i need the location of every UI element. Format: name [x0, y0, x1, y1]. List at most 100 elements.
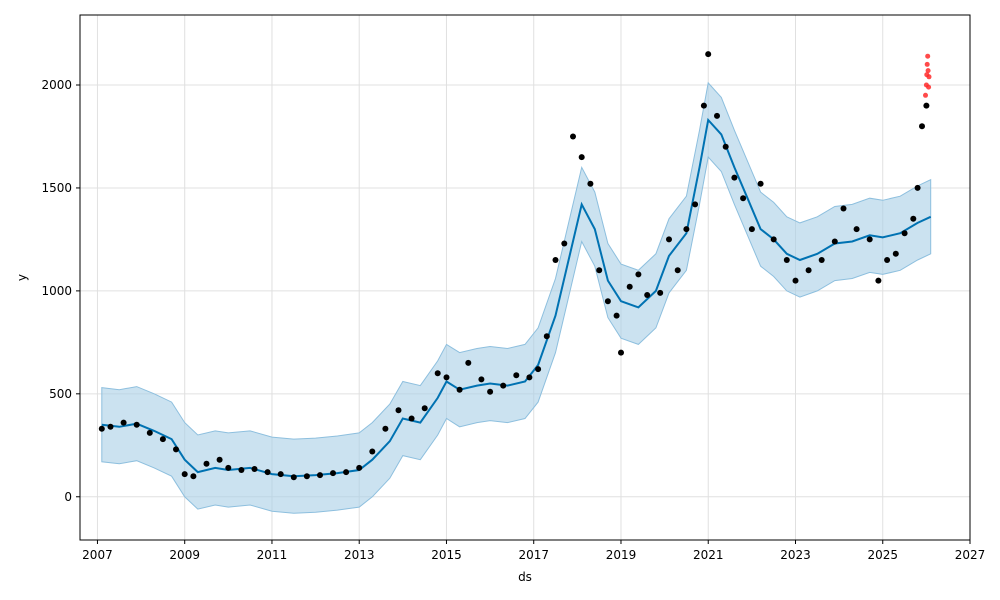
observed-point [434, 370, 441, 377]
observed-point [552, 257, 559, 263]
x-tick-label: 2017 [518, 548, 549, 562]
recent-point [923, 92, 928, 98]
plot-frame [79, 14, 971, 541]
observed-point [395, 407, 402, 414]
observed-point [635, 271, 642, 278]
observed-point [901, 230, 908, 237]
observed-point [173, 446, 179, 453]
observed-point [133, 421, 140, 428]
observed-point [303, 473, 310, 480]
observed-point [465, 359, 472, 366]
x-axis-title: ds [518, 570, 532, 584]
observed-point [831, 238, 838, 245]
observed-point [740, 195, 747, 202]
observed-point [561, 240, 568, 247]
observed-point [705, 51, 712, 58]
observed-point [818, 257, 825, 263]
y-tick-label: 1500 [41, 181, 72, 195]
forecast-line [101, 117, 932, 478]
observed-point [578, 154, 585, 161]
observed-point [535, 366, 542, 373]
observed-point [613, 312, 620, 319]
observed-point [543, 333, 550, 340]
uncertainty-band [101, 81, 932, 514]
observed-point [513, 372, 520, 379]
observed-point [277, 471, 284, 478]
recent-point [926, 84, 932, 90]
observed-point [748, 226, 755, 233]
x-tick-label: 2007 [82, 548, 113, 562]
observed-point [421, 405, 428, 412]
observed-point [884, 257, 891, 263]
observed-point [159, 436, 166, 443]
observed-point [570, 133, 576, 140]
observed-point [626, 283, 633, 290]
observed-point [666, 236, 672, 243]
observed-point [343, 469, 350, 476]
observed-point [443, 374, 450, 381]
observed-point [914, 184, 921, 191]
observed-point [190, 473, 197, 480]
observed-point [356, 464, 363, 471]
y-tick-label: 0 [64, 490, 72, 504]
x-tick-label: 2027 [955, 548, 986, 562]
observed-points [98, 51, 930, 481]
observed-point [526, 374, 533, 381]
observed-point [98, 425, 105, 432]
y-axis-ticks: 0 500 1000 1500 2000 [41, 78, 80, 504]
observed-point [382, 425, 389, 432]
observed-point [618, 349, 624, 356]
x-tick-label: 2023 [780, 548, 811, 562]
observed-point [919, 123, 925, 130]
x-tick-label: 2025 [867, 548, 898, 562]
x-tick-label: 2011 [257, 548, 288, 562]
observed-point [923, 102, 930, 109]
observed-point [604, 298, 611, 305]
observed-point [770, 236, 777, 243]
observed-point [238, 467, 245, 473]
observed-point [714, 112, 720, 119]
observed-point [866, 236, 873, 243]
observed-point [317, 472, 323, 479]
observed-point [757, 180, 764, 187]
y-tick-label: 2000 [41, 78, 72, 92]
observed-point [674, 267, 681, 274]
observed-point [783, 257, 790, 263]
observed-point [853, 226, 860, 233]
observed-point [722, 143, 729, 150]
forecast-line-path [101, 117, 932, 478]
y-axis-title: y [15, 274, 29, 281]
observed-point [792, 277, 799, 284]
observed-point [408, 415, 415, 422]
observed-point [264, 469, 271, 476]
observed-point [683, 226, 690, 233]
x-tick-label: 2013 [344, 548, 375, 562]
observed-point [644, 292, 651, 298]
observed-point [487, 388, 494, 395]
x-tick-label: 2021 [693, 548, 724, 562]
observed-point [657, 289, 664, 296]
observed-point [587, 180, 594, 187]
x-tick-label: 2015 [431, 548, 462, 562]
observed-point [203, 460, 210, 467]
observed-point [910, 215, 917, 222]
recent-point [925, 68, 931, 74]
observed-point [251, 466, 258, 472]
observed-point [692, 201, 699, 208]
recent-point [924, 61, 930, 67]
observed-point [875, 277, 882, 284]
uncertainty-band-area [101, 81, 932, 514]
recent-point [926, 74, 932, 80]
x-axis-ticks: 2007 2009 2011 2013 2015 2017 2019 2021 2023 2025… [82, 540, 985, 562]
x-tick-label: 2019 [606, 548, 637, 562]
observed-point [892, 250, 899, 257]
observed-point [120, 419, 127, 426]
observed-point [805, 267, 812, 274]
observed-point [731, 174, 738, 181]
observed-point [107, 423, 114, 430]
observed-point [700, 102, 707, 109]
observed-point [216, 456, 223, 463]
y-tick-label: 1000 [41, 284, 72, 298]
